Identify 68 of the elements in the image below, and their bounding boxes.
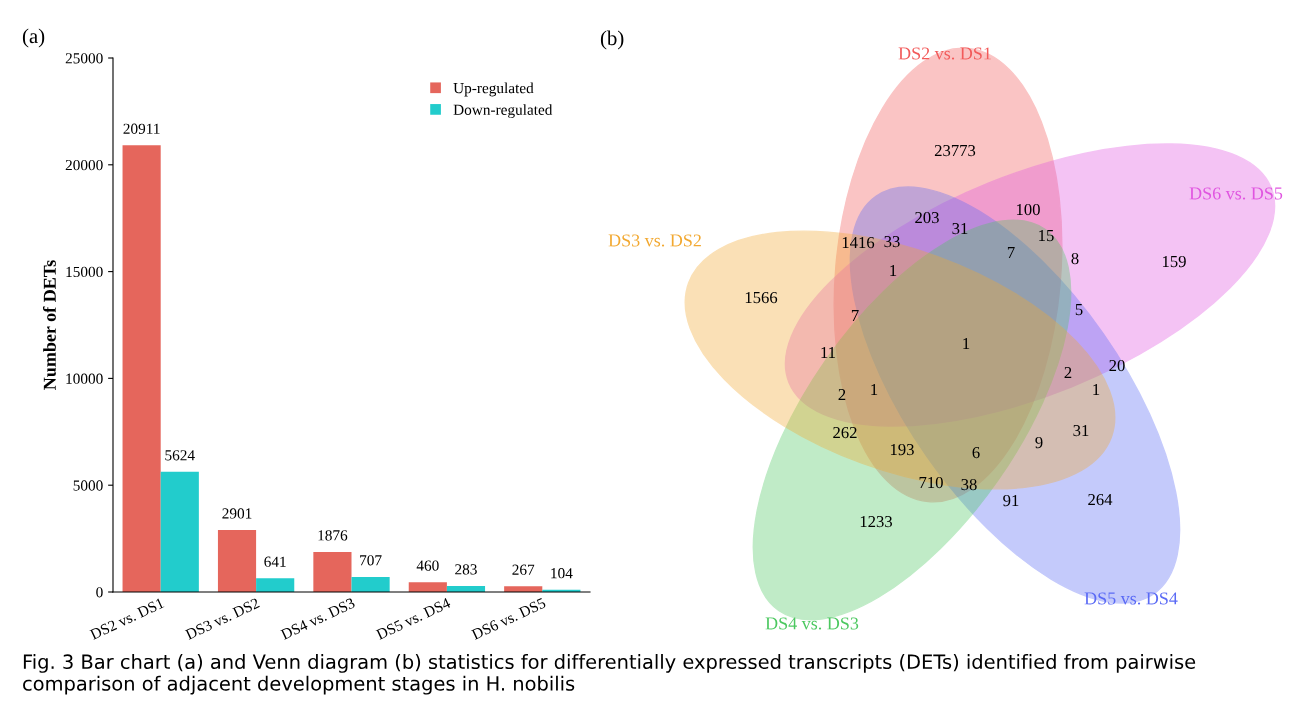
bar [408, 582, 447, 592]
data-label: 641 [264, 556, 286, 567]
x-tick-label: DS4 vs. DS3 [280, 597, 356, 641]
x-tick-label: DS3 vs. DS2 [184, 597, 260, 641]
text: 1416 [842, 236, 875, 249]
text: 203 [915, 211, 939, 224]
text: 1 [1093, 384, 1100, 396]
legend-label: Up-regulated [453, 82, 534, 97]
text: 20 [1109, 359, 1125, 372]
data-label: 707 [360, 555, 382, 566]
y-tick-label: 10000 [66, 373, 103, 384]
y-tick-label: 0 [96, 587, 103, 598]
text: 23773 [934, 144, 976, 157]
bar [160, 471, 199, 592]
text: 264 [1088, 493, 1113, 506]
category-label: DS2 vs. DS1 [898, 47, 991, 60]
text: 1233 [860, 515, 893, 528]
text: 159 [1162, 255, 1186, 268]
bar [256, 578, 295, 592]
data-label: 104 [551, 568, 573, 579]
text: 262 [833, 426, 857, 439]
bar [122, 145, 161, 592]
y-tick-label: 25000 [65, 53, 103, 64]
text: 5 [1075, 304, 1083, 316]
text: 7 [1007, 247, 1015, 259]
text: 193 [890, 443, 914, 456]
chart-title: (a) [22, 28, 45, 48]
text: 2 [838, 388, 846, 401]
data-label: 1876 [318, 530, 348, 541]
text: (b) [600, 30, 624, 50]
text: 710 [919, 476, 943, 489]
text: 7 [851, 310, 859, 322]
category-label: DS6 vs. DS5 [1189, 187, 1283, 200]
data-label: 267 [512, 564, 535, 575]
text: 2 [1064, 366, 1072, 379]
data-label: 460 [416, 560, 439, 571]
bar [351, 576, 390, 592]
text: 38 [961, 478, 977, 491]
y-axis-title: Number of DETs [42, 260, 56, 390]
text: 8 [1071, 252, 1079, 265]
text: 31 [1073, 424, 1089, 437]
bar [313, 551, 352, 592]
text: 100 [1016, 203, 1040, 216]
x-tick-label: DS5 vs. DS4 [375, 597, 452, 641]
text: 91 [1003, 494, 1019, 507]
text: 31 [952, 222, 968, 235]
text: 1566 [745, 291, 778, 304]
caption: Fig. 3 Bar chart (a) and Venn diagram (b) statistics for differentially expressed transcripts (DETs) identified from pairwise comparison of adjacent development stages in H. nobilis [23, 654, 1196, 695]
text: 1 [890, 265, 897, 277]
text: 33 [884, 235, 900, 248]
data-label: 283 [455, 564, 477, 575]
legend-label: Down-regulated [453, 104, 553, 119]
y-tick-label: 20000 [65, 159, 103, 171]
text: 9 [1035, 436, 1043, 449]
text: 1 [963, 338, 970, 350]
text: 11 [821, 347, 836, 359]
category-label: DS3 vs. DS2 [608, 234, 701, 247]
data-label: 5624 [165, 450, 195, 461]
y-tick-label: 5000 [73, 480, 103, 491]
x-tick-label: DS6 vs. DS5 [470, 597, 547, 641]
y-tick-label: 15000 [66, 266, 103, 278]
data-label: 20911 [123, 123, 160, 134]
text: 6 [972, 446, 980, 459]
data-label: 2901 [222, 508, 252, 519]
x-tick-label: DS2 vs. DS1 [89, 597, 165, 641]
bar [217, 530, 257, 592]
text: 1 [871, 384, 878, 396]
text: 15 [1039, 230, 1054, 242]
